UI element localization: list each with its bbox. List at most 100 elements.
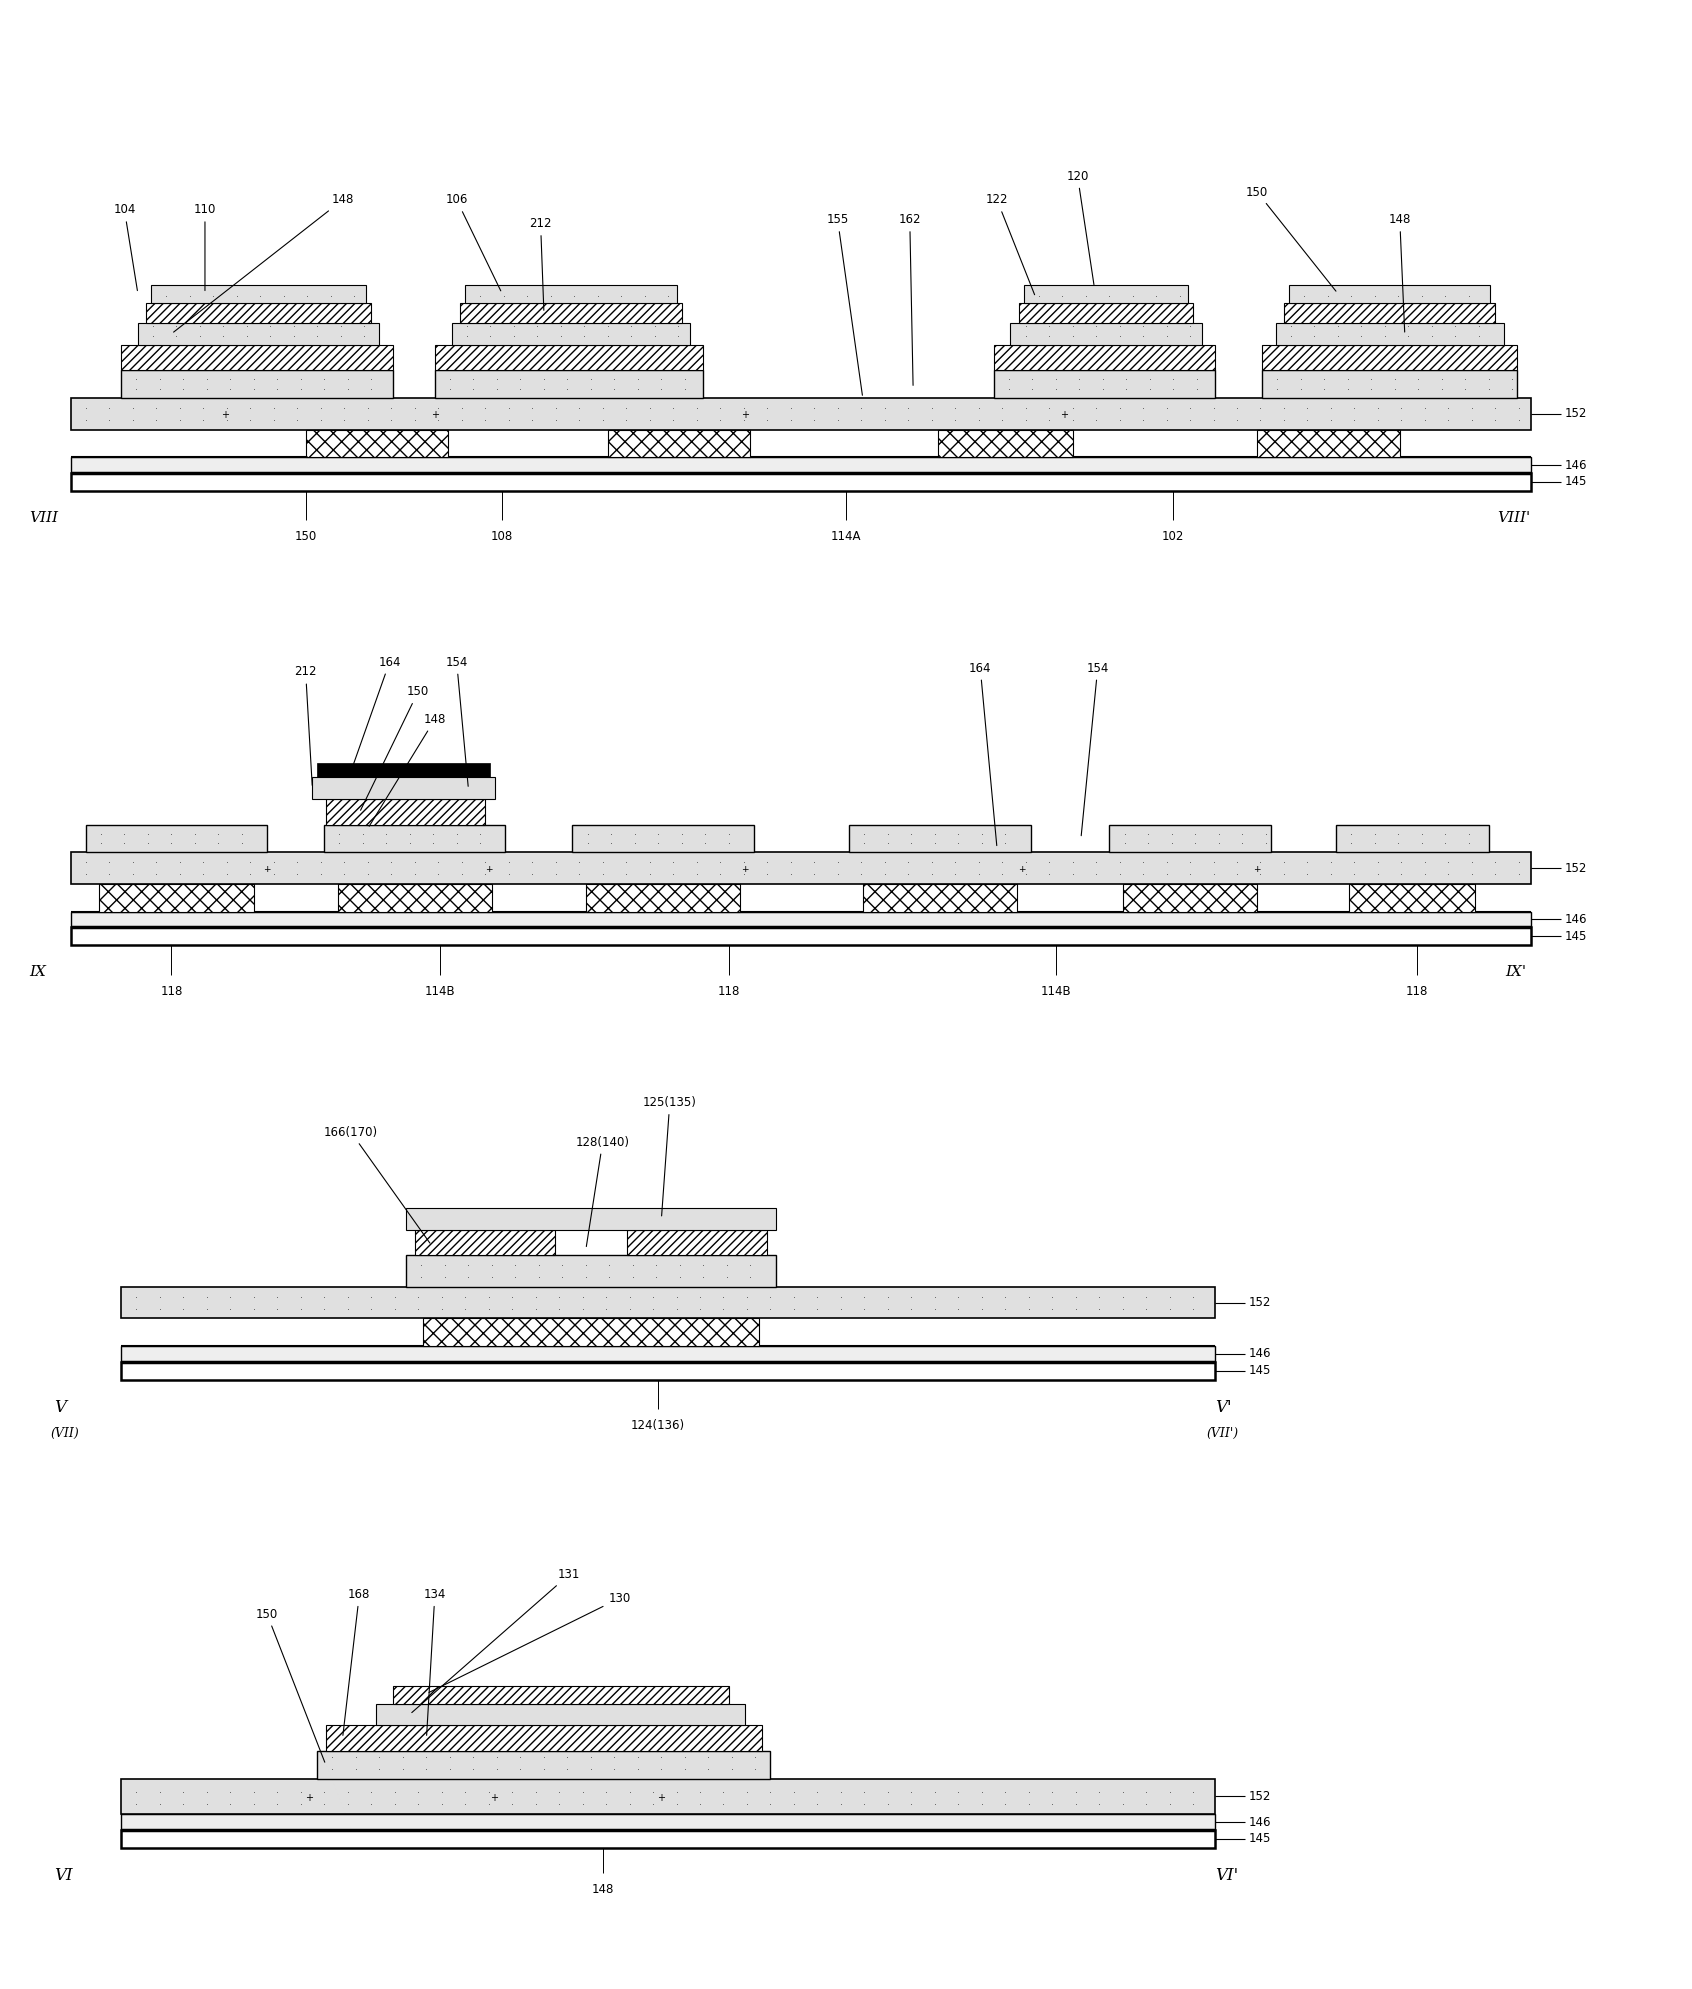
Text: 114B: 114B (425, 985, 455, 998)
Polygon shape (71, 457, 1531, 473)
Text: 120: 120 (1066, 169, 1095, 284)
Text: 125(135): 125(135) (643, 1096, 697, 1215)
Text: 104: 104 (113, 203, 137, 290)
Polygon shape (607, 430, 750, 457)
Polygon shape (435, 344, 704, 370)
Polygon shape (849, 825, 1030, 853)
Text: 146: 146 (1563, 459, 1587, 471)
Text: 152: 152 (1249, 1790, 1271, 1802)
Text: 154: 154 (1081, 662, 1108, 835)
Polygon shape (406, 1255, 775, 1287)
Polygon shape (1284, 302, 1496, 322)
Polygon shape (1276, 322, 1504, 344)
Text: +: + (222, 410, 228, 420)
Text: IX: IX (29, 965, 46, 979)
Text: 146: 146 (1249, 1816, 1271, 1828)
Text: VIII': VIII' (1497, 511, 1530, 525)
Text: +: + (741, 865, 750, 875)
Text: +: + (741, 410, 750, 420)
Polygon shape (313, 778, 496, 800)
Text: 155: 155 (826, 213, 863, 396)
Text: 148: 148 (369, 712, 447, 825)
Text: 148: 148 (592, 1884, 614, 1896)
Text: 145: 145 (1249, 1832, 1271, 1846)
Text: 118: 118 (1406, 985, 1428, 998)
Text: +: + (1254, 865, 1261, 875)
Text: V: V (54, 1400, 66, 1416)
Polygon shape (122, 1347, 1215, 1362)
Text: 152: 152 (1563, 861, 1587, 875)
Polygon shape (1262, 370, 1518, 398)
Text: 152: 152 (1249, 1297, 1271, 1309)
Polygon shape (465, 286, 677, 302)
Text: 102: 102 (1162, 531, 1184, 543)
Polygon shape (452, 322, 690, 344)
Polygon shape (137, 322, 379, 344)
Polygon shape (1262, 344, 1518, 370)
Polygon shape (86, 825, 267, 853)
Text: 118: 118 (717, 985, 739, 998)
Text: 168: 168 (343, 1587, 371, 1734)
Polygon shape (1257, 430, 1399, 457)
Polygon shape (71, 853, 1531, 883)
Text: 162: 162 (898, 213, 920, 386)
Text: 114B: 114B (1041, 985, 1071, 998)
Text: 106: 106 (445, 193, 501, 290)
Polygon shape (122, 1778, 1215, 1814)
Polygon shape (1024, 286, 1188, 302)
Text: V': V' (1215, 1400, 1232, 1416)
Text: 150: 150 (255, 1607, 325, 1762)
Polygon shape (1019, 302, 1193, 322)
Text: 148: 148 (1389, 213, 1411, 332)
Polygon shape (626, 1229, 766, 1255)
Polygon shape (325, 825, 506, 853)
Text: +: + (658, 1794, 665, 1804)
Text: VIII: VIII (29, 511, 58, 525)
Text: 150: 150 (360, 686, 430, 810)
Text: +: + (1061, 410, 1068, 420)
Polygon shape (460, 302, 682, 322)
Polygon shape (151, 286, 365, 302)
Polygon shape (100, 883, 254, 911)
Text: +: + (1019, 865, 1025, 875)
Polygon shape (306, 430, 448, 457)
Polygon shape (327, 1724, 761, 1750)
Text: 145: 145 (1249, 1364, 1271, 1376)
Polygon shape (71, 911, 1531, 927)
Text: +: + (489, 1794, 497, 1804)
Polygon shape (1110, 825, 1271, 853)
Polygon shape (122, 344, 393, 370)
Text: 108: 108 (491, 531, 513, 543)
Polygon shape (1289, 286, 1491, 302)
Text: 124(136): 124(136) (631, 1418, 685, 1432)
Text: (VII'): (VII') (1206, 1426, 1239, 1440)
Polygon shape (415, 1229, 555, 1255)
Polygon shape (122, 1830, 1215, 1848)
Text: +: + (264, 865, 271, 875)
Polygon shape (327, 800, 486, 825)
Polygon shape (1010, 322, 1201, 344)
Text: 128(140): 128(140) (575, 1136, 629, 1247)
Polygon shape (318, 764, 491, 778)
Polygon shape (337, 883, 492, 911)
Text: 164: 164 (970, 662, 997, 845)
Polygon shape (146, 302, 371, 322)
Text: +: + (431, 410, 438, 420)
Polygon shape (122, 1814, 1215, 1830)
Polygon shape (406, 1207, 775, 1229)
Text: 131: 131 (411, 1567, 580, 1713)
Polygon shape (993, 370, 1215, 398)
Polygon shape (318, 1750, 770, 1778)
Text: 150: 150 (294, 531, 316, 543)
Text: IX': IX' (1506, 965, 1526, 979)
Polygon shape (863, 883, 1017, 911)
Text: 134: 134 (423, 1587, 447, 1734)
Text: 110: 110 (195, 203, 217, 290)
Text: VI': VI' (1215, 1868, 1239, 1884)
Text: 130: 130 (430, 1591, 631, 1693)
Polygon shape (71, 398, 1531, 430)
Text: 212: 212 (294, 666, 316, 786)
Polygon shape (1350, 883, 1475, 911)
Text: 166(170): 166(170) (323, 1126, 430, 1243)
Text: (VII): (VII) (51, 1426, 80, 1440)
